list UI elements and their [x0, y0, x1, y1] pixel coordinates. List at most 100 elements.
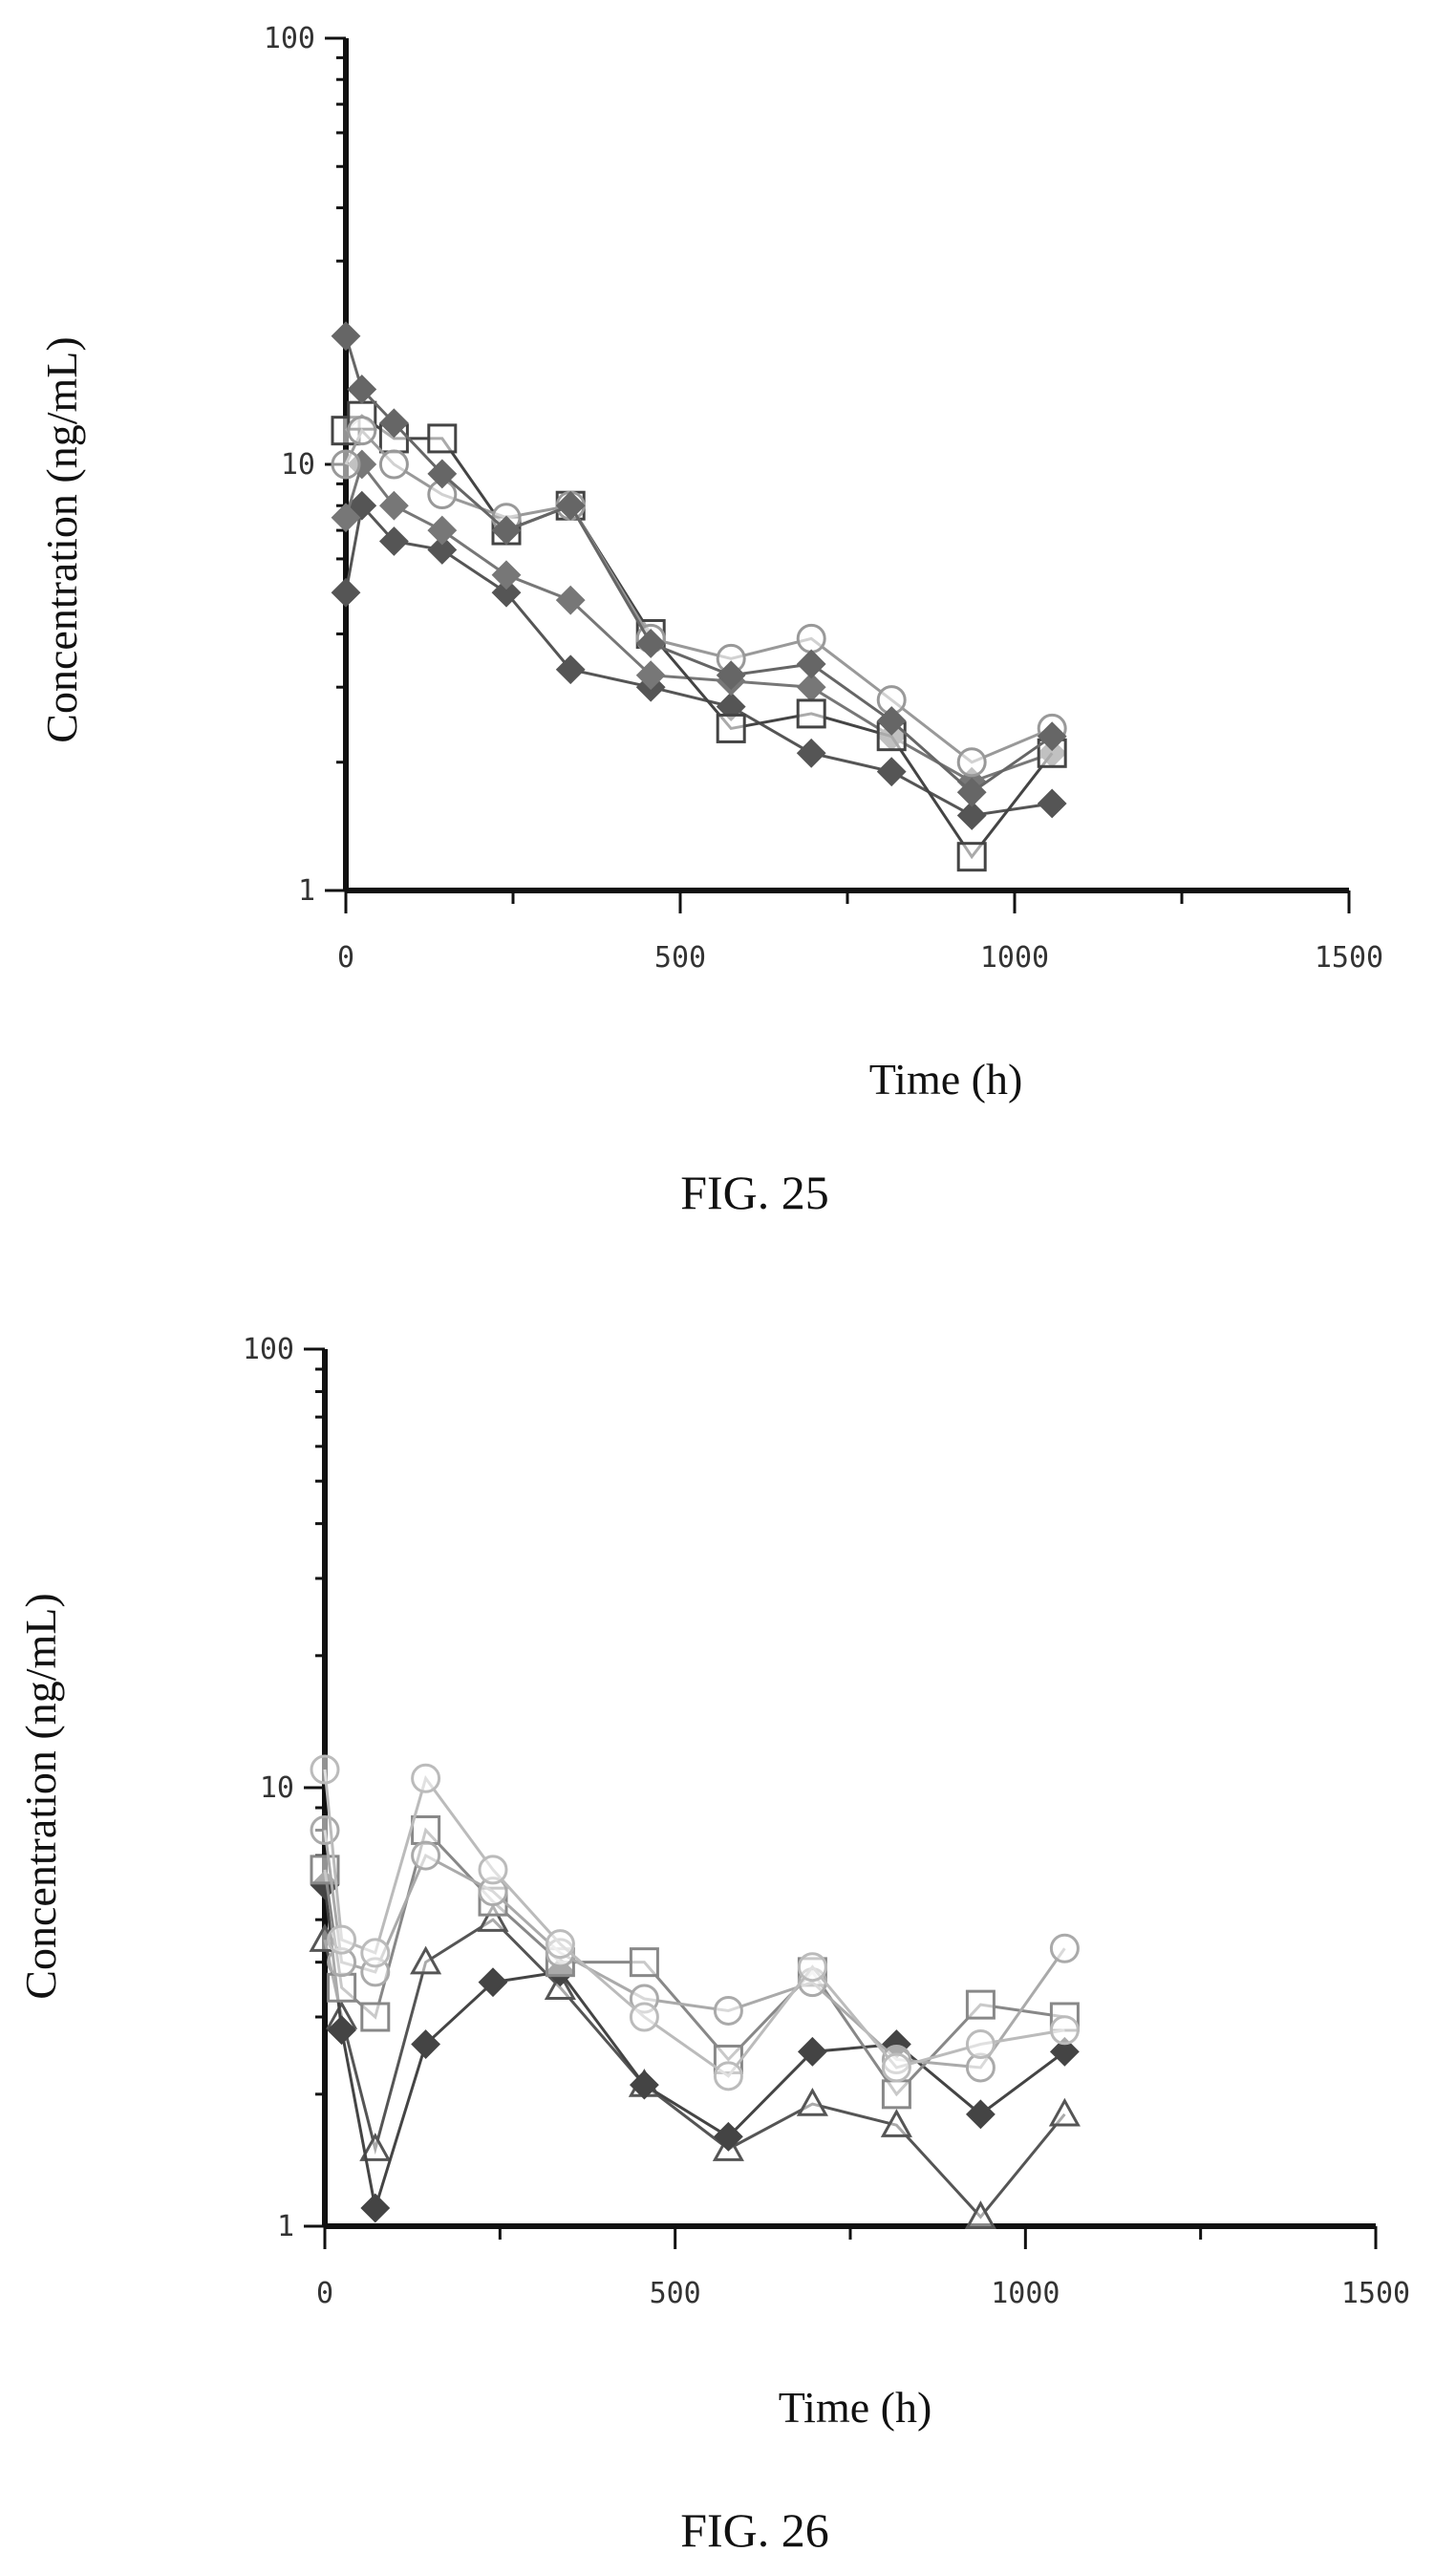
fig-25-series-5-point	[1037, 721, 1067, 752]
fig-26-series-2-point	[411, 2029, 441, 2059]
fig-25-x-tick-label: 500	[654, 941, 706, 975]
fig-26-series-1-point	[964, 2200, 996, 2229]
fig-26-series-2-point	[713, 2121, 743, 2152]
fig-26-x-tick-label: 500	[650, 2277, 701, 2310]
fig-25-y-tick-label: 10	[281, 448, 315, 482]
fig-25-series-2-point	[331, 503, 361, 533]
fig-25-series-4-point	[378, 449, 409, 480]
fig-26-series-5-point	[310, 1754, 340, 1785]
fig-25-y-tick-label: 1	[298, 874, 315, 908]
fig-25-series-1-point	[796, 738, 826, 768]
fig-26-series-1-point	[1048, 2097, 1081, 2127]
fig-26-series-1-point	[359, 2133, 392, 2161]
fig-25-series-5-point	[716, 660, 746, 691]
fig-25-series-5-point	[555, 490, 586, 521]
fig-25-series-5-line	[344, 335, 1054, 795]
fig-25-series-2-point	[635, 660, 666, 691]
fig-26-series-4-point	[411, 1840, 441, 1871]
fig-26-series-5-point	[411, 1763, 441, 1793]
fig-26-series-1-point	[410, 1945, 442, 1975]
fig-26-series-3-point	[965, 1989, 996, 2020]
fig-25-series-1-point	[491, 577, 522, 608]
fig-25-series-4-point	[796, 623, 826, 654]
fig-26-series-1-point	[880, 2109, 912, 2137]
fig-26-series-5-point	[478, 1855, 508, 1885]
fig-25-series-3-point	[716, 713, 746, 743]
fig-25-series-4-point	[331, 449, 361, 480]
fig-25-series-3-point	[796, 698, 826, 729]
fig-26-x-tick-label: 1000	[991, 2277, 1060, 2310]
fig-26-series-5-point	[629, 2002, 659, 2032]
fig-26-series-5-point	[965, 2029, 996, 2060]
fig-25-series-3-point	[427, 423, 458, 454]
fig-25-series-5-point	[378, 408, 409, 439]
fig-25-series-1-point	[427, 535, 458, 565]
fig-25-x-tick-label: 0	[337, 941, 354, 975]
fig-26-series-5-point	[327, 1924, 357, 1955]
fig-25-y-tick-label: 100	[264, 22, 315, 55]
fig-25-series-5-point	[635, 629, 666, 658]
fig-26-series-2-point	[478, 1967, 508, 1998]
fig-26-y-tick-label: 10	[260, 1771, 294, 1805]
fig-26-series-1-line	[323, 1918, 1066, 2220]
fig-25-series-1-point	[876, 757, 907, 787]
fig-26-series-4-point	[1049, 1933, 1080, 1963]
fig-26-series-2-point	[360, 2193, 391, 2223]
fig-26-y-tick-label: 100	[243, 1333, 294, 1366]
fig-25-series-4-point	[347, 416, 377, 446]
fig-25-series-4-line	[344, 428, 1053, 764]
fig-26-series-5-point	[713, 2061, 743, 2091]
fig-26-series-2-point	[629, 2070, 659, 2100]
fig-25-series-1-point	[331, 577, 361, 608]
fig-25-series-5-point	[876, 706, 907, 736]
fig-26-series-5-point	[881, 2052, 911, 2083]
fig-26-y-tick-label: 1	[277, 2210, 294, 2243]
fig-26-series-2-point	[965, 2099, 996, 2130]
fig-25-x-tick-label: 1500	[1315, 941, 1383, 975]
fig-26-x-tick-label: 0	[316, 2277, 333, 2310]
fig-26-series-3-point	[629, 1947, 659, 1978]
fig-26-series-5-point	[360, 1938, 391, 1968]
fig-25-series-2-point	[555, 585, 586, 615]
fig-26-series-1-point	[796, 2087, 828, 2116]
fig-25-series-1-point	[1037, 788, 1067, 819]
fig-25-series-1-point	[555, 654, 586, 685]
fig-26-series-2-point	[327, 2015, 357, 2046]
fig-25-series-5-point	[796, 649, 826, 679]
fig-25-series-2-line	[344, 461, 1053, 783]
fig-26-series-5-point	[1049, 2015, 1080, 2046]
fig-26-series-3-point	[881, 2079, 911, 2110]
fig-25-series-1-point	[956, 801, 987, 830]
fig-25-x-axis-title: Time (h)	[869, 1055, 1023, 1104]
fig-26-caption: FIG. 26	[680, 2503, 829, 2557]
fig-26-series-4-point	[713, 1995, 743, 2026]
fig-25-series-5-point	[331, 321, 361, 352]
fig-25-series-5-point	[427, 459, 458, 489]
fig-25-caption: FIG. 25	[680, 1166, 829, 1219]
fig-26-series-5-point	[797, 1952, 827, 1983]
fig-25-series-4-point	[956, 747, 987, 778]
fig-26-x-tick-label: 1500	[1341, 2277, 1410, 2310]
fig-26-series-3-point	[327, 1972, 357, 2003]
fig-25-series-5-point	[956, 777, 987, 807]
fig-26-series-3-line	[323, 1827, 1065, 2097]
fig-26-series-2-point	[797, 2036, 827, 2067]
fig-26-series-5-point	[545, 1929, 575, 1960]
fig-26-series-4-point	[310, 1814, 340, 1845]
fig-25-x-tick-label: 1000	[980, 941, 1049, 975]
fig-26-series-2-point	[1049, 2036, 1080, 2067]
fig-25-y-axis-title: Concentration (ng/mL)	[37, 336, 86, 742]
fig-25-series-2-point	[491, 560, 522, 590]
fig-26-y-axis-title: Concentration (ng/mL)	[16, 1593, 65, 1999]
fig-26-x-axis-title: Time (h)	[779, 2383, 932, 2432]
fig-25-series-5-point	[491, 515, 522, 546]
fig-25-series-2-point	[378, 490, 409, 521]
fig-26-series-3-point	[411, 1814, 441, 1845]
fig-26-series-1-point	[477, 1903, 509, 1932]
fig-25-series-5-point	[347, 375, 377, 404]
